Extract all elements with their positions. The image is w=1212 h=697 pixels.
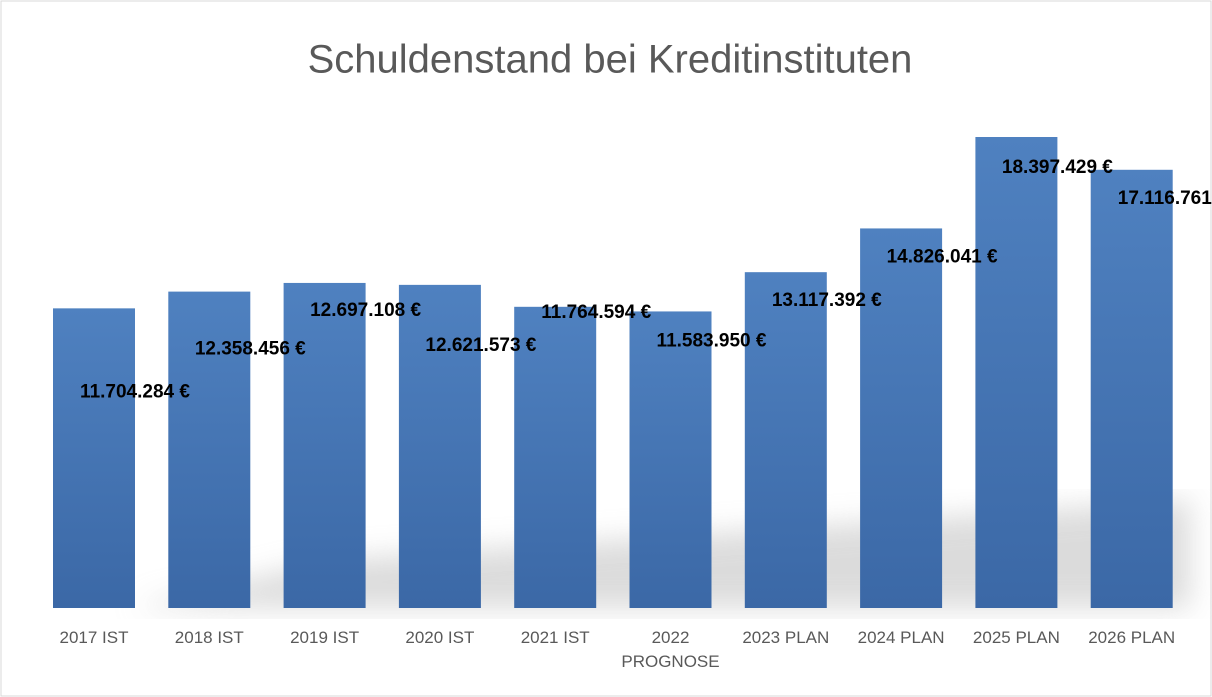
bar <box>860 228 943 608</box>
bar <box>398 284 481 608</box>
chart-title: Schuldenstand bei Kreditinstituten <box>308 38 913 82</box>
data-label: 18.397.429 € <box>1002 157 1113 178</box>
bar <box>514 306 597 608</box>
bar <box>168 291 251 608</box>
x-tick-label: 2019 IST <box>290 628 360 647</box>
x-tick-label: 2017 IST <box>59 628 129 647</box>
data-label: 12.621.573 € <box>425 335 536 356</box>
data-label: 11.583.950 € <box>657 330 767 351</box>
bar <box>975 137 1058 608</box>
x-tick-label: 2021 IST <box>520 628 590 647</box>
data-label: 11.704.284 € <box>80 381 190 402</box>
bar <box>283 282 366 608</box>
data-label: 17.116.761 € <box>1118 188 1212 209</box>
bar <box>629 311 712 608</box>
x-tick-label: 2018 IST <box>174 628 244 647</box>
bar <box>53 308 135 608</box>
x-tick-label: 2025 PLAN <box>972 628 1060 647</box>
bar <box>1090 169 1173 608</box>
bar <box>744 272 827 608</box>
x-tick-label: 2023 PLAN <box>742 628 830 647</box>
x-tick-label: 2026 PLAN <box>1088 628 1176 647</box>
data-label: 12.358.456 € <box>195 339 306 360</box>
data-label: 12.697.108 € <box>310 300 421 321</box>
x-tick-label: 2022 PROGNOSE <box>621 628 720 671</box>
x-tick-label: 2024 PLAN <box>857 628 945 647</box>
data-label: 13.117.392 € <box>772 290 882 311</box>
data-label: 14.826.041 € <box>887 246 998 267</box>
data-label: 11.764.594 € <box>541 302 651 323</box>
x-tick-label: 2020 IST <box>405 628 475 647</box>
